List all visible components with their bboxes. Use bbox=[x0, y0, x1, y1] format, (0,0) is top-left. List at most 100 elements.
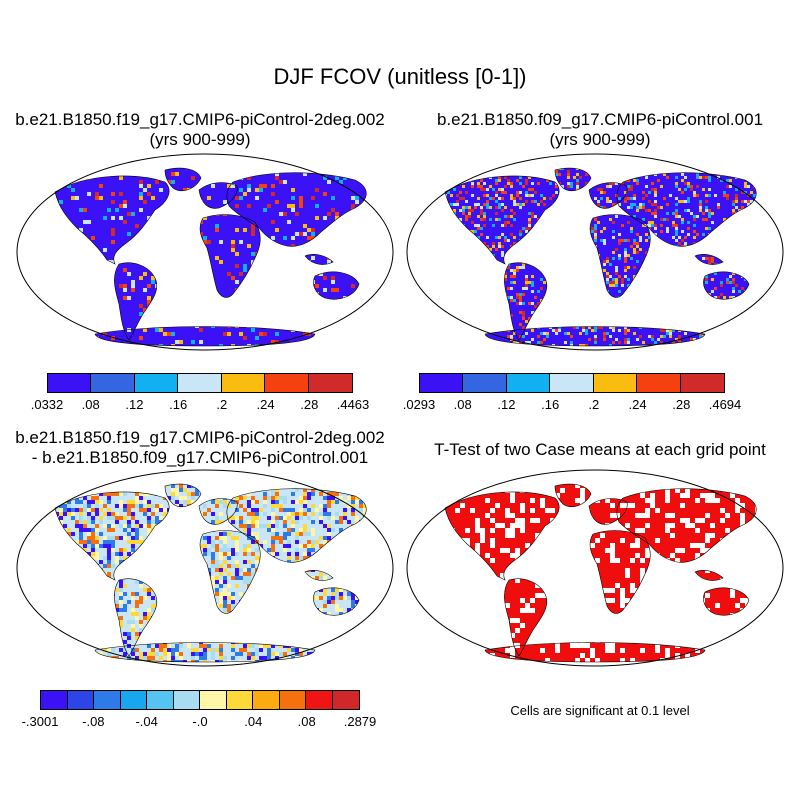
south-america-shape bbox=[504, 578, 548, 657]
antarctica-shape bbox=[94, 642, 316, 663]
panel-title-top-left: b.e21.B1850.f19_g17.CMIP6-piControl-2deg… bbox=[0, 110, 400, 150]
asia-shape bbox=[616, 488, 757, 563]
colorbar-tick-label: -.08 bbox=[82, 714, 105, 729]
asia-shape bbox=[226, 172, 367, 247]
africa-shape bbox=[199, 214, 261, 298]
colorbar-swatch bbox=[173, 691, 200, 709]
panel-title-line1: T-Test of two Case means at each grid po… bbox=[434, 440, 766, 459]
colorbar-swatch bbox=[94, 691, 121, 709]
figure-title: DJF FCOV (unitless [0-1]) bbox=[273, 64, 527, 89]
panel-title-bottom-right: T-Test of two Case means at each grid po… bbox=[400, 440, 800, 460]
panel-title-line2: (yrs 900-999) bbox=[549, 130, 651, 149]
map-border bbox=[16, 153, 394, 351]
colorbar-bottom-left bbox=[40, 690, 360, 710]
map-border bbox=[406, 469, 784, 667]
indonesia-shape bbox=[304, 254, 334, 265]
panel-title-line1: b.e21.B1850.f19_g17.CMIP6-piControl-2deg… bbox=[15, 110, 385, 129]
colorbar-tick-label: .4463 bbox=[336, 397, 370, 412]
colorbar-swatch bbox=[550, 374, 594, 392]
greenland-shape bbox=[164, 483, 202, 507]
colorbar-ticks-top-right: .0293 .08 .12 .16 .2 .24 .28 .4694 bbox=[403, 397, 742, 413]
colorbar-tick-label: .12 bbox=[125, 397, 144, 412]
colorbar-tick-label: .28 bbox=[672, 397, 691, 412]
panel-title-line2: (yrs 900-999) bbox=[149, 130, 251, 149]
land-fill bbox=[55, 484, 367, 662]
colorbar-tick-label: .08 bbox=[81, 397, 100, 412]
south-america-shape bbox=[504, 262, 548, 341]
colorbar-tick-label: .2879 bbox=[343, 714, 377, 729]
antarctica-shape bbox=[484, 326, 706, 347]
panel-title-line1: b.e21.B1850.f09_g17.CMIP6-piControl.001 bbox=[436, 110, 764, 129]
colorbar-swatch bbox=[221, 374, 266, 392]
antarctica-shape bbox=[484, 642, 706, 663]
colorbar-swatch bbox=[253, 691, 280, 709]
europe-shape bbox=[588, 182, 628, 209]
colorbar-ticks-top-left: .0332 .08 .12 .16 .2 .24 .28 .4463 bbox=[31, 397, 370, 413]
colorbar-swatch bbox=[134, 374, 179, 392]
africa-shape bbox=[589, 530, 651, 614]
colorbar-swatch bbox=[308, 374, 352, 392]
colorbar-swatch bbox=[463, 374, 507, 392]
colorbar-swatch bbox=[48, 374, 92, 392]
colorbar-swatch bbox=[41, 691, 68, 709]
colorbar-swatch bbox=[306, 691, 333, 709]
colorbar-tick-label: .16 bbox=[541, 397, 560, 412]
greenland-shape bbox=[554, 167, 592, 191]
europe-shape bbox=[198, 498, 238, 525]
africa-shape bbox=[199, 530, 261, 614]
greenland-shape bbox=[554, 483, 592, 507]
colorbar-tick-label: -.04 bbox=[135, 714, 158, 729]
europe-shape bbox=[588, 498, 628, 525]
greenland-shape bbox=[164, 167, 202, 191]
colorbar-swatch bbox=[680, 374, 724, 392]
north-america-shape bbox=[54, 175, 170, 265]
land-fill bbox=[445, 168, 757, 346]
colorbar-tick-label: .12 bbox=[497, 397, 516, 412]
colorbar-tick-label: .0332 bbox=[30, 397, 64, 412]
australia-shape bbox=[703, 271, 750, 300]
significance-note: Cells are significant at 0.1 level bbox=[510, 703, 690, 718]
south-america-shape bbox=[114, 262, 158, 341]
colorbar-swatch bbox=[506, 374, 551, 392]
colorbar-swatch bbox=[420, 374, 464, 392]
north-america-shape bbox=[444, 175, 560, 265]
colorbar-swatch bbox=[637, 374, 681, 392]
land-fill bbox=[55, 168, 367, 346]
colorbar-swatch bbox=[332, 691, 359, 709]
colorbar-swatch bbox=[265, 374, 309, 392]
colorbar-tick-label: -.0 bbox=[192, 714, 208, 729]
colorbar-swatch bbox=[279, 691, 306, 709]
panel-title-top-right: b.e21.B1850.f09_g17.CMIP6-piControl.001 … bbox=[400, 110, 800, 150]
colorbar-top-left bbox=[47, 373, 353, 393]
asia-shape bbox=[616, 172, 757, 247]
colorbar-tick-label: .2 bbox=[216, 397, 228, 412]
map-top-left bbox=[16, 153, 394, 351]
map-bottom-left bbox=[16, 469, 394, 667]
colorbar-swatch bbox=[226, 691, 253, 709]
map-border bbox=[406, 153, 784, 351]
australia-shape bbox=[313, 271, 360, 300]
colorbar-tick-label: .2 bbox=[588, 397, 600, 412]
colorbar-tick-label: .4694 bbox=[708, 397, 742, 412]
colorbar-tick-label: .08 bbox=[453, 397, 472, 412]
panel-title-line1: b.e21.B1850.f19_g17.CMIP6-piControl-2deg… bbox=[15, 428, 385, 447]
australia-shape bbox=[703, 587, 750, 616]
map-bottom-right bbox=[406, 469, 784, 667]
colorbar-tick-label: .08 bbox=[297, 714, 316, 729]
colorbar-swatch bbox=[178, 374, 222, 392]
panel-title-bottom-left: b.e21.B1850.f19_g17.CMIP6-piControl-2deg… bbox=[0, 428, 400, 468]
colorbar-tick-label: .0293 bbox=[402, 397, 436, 412]
colorbar-tick-label: -.3001 bbox=[21, 714, 59, 729]
australia-shape bbox=[313, 587, 360, 616]
colorbar-swatch bbox=[593, 374, 638, 392]
north-america-shape bbox=[444, 491, 560, 581]
africa-shape bbox=[589, 214, 651, 298]
indonesia-shape bbox=[694, 254, 724, 265]
indonesia-shape bbox=[694, 570, 724, 581]
land-fill bbox=[445, 484, 757, 662]
colorbar-tick-label: .24 bbox=[256, 397, 275, 412]
map-top-right bbox=[406, 153, 784, 351]
panel-title-line2: - b.e21.B1850.f09_g17.CMIP6-piControl.00… bbox=[31, 448, 369, 467]
colorbar-tick-label: .04 bbox=[244, 714, 263, 729]
colorbar-swatch bbox=[67, 691, 94, 709]
